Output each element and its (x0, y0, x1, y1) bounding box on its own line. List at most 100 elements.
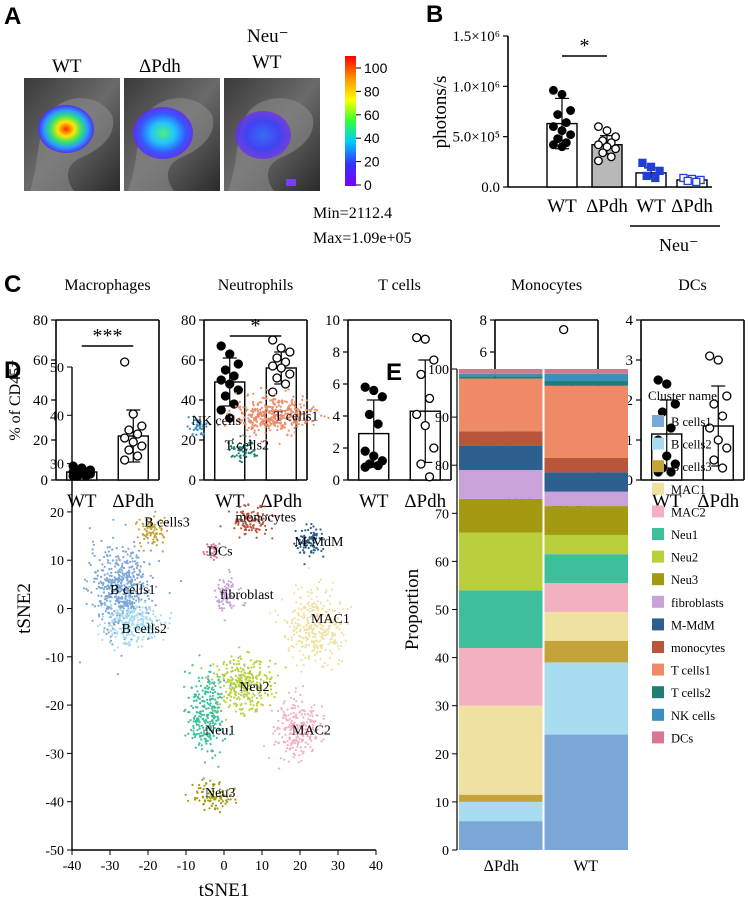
cluster-b-cells1 (78, 518, 183, 676)
cell-point (144, 601, 147, 604)
cell-point (192, 724, 195, 728)
cell-point (209, 664, 212, 667)
cell-point (284, 750, 287, 753)
cell-point (206, 550, 209, 554)
stack-segment-m-mdm (543, 472, 628, 492)
cell-point (142, 585, 145, 588)
cell-point (268, 659, 271, 662)
cell-point (111, 580, 114, 584)
cell-point (293, 628, 296, 632)
cell-point (120, 584, 123, 587)
cell-point (218, 578, 221, 582)
cell-point (225, 681, 228, 684)
y-tick-label: 10 (325, 313, 340, 329)
cluster-label: T cells2 (225, 438, 269, 453)
cell-point (127, 571, 130, 574)
cell-point (147, 591, 150, 594)
y-tick-label: 40 (435, 652, 449, 667)
cell-point (249, 442, 252, 445)
cell-point (275, 691, 278, 694)
y-tick-label: 40 (33, 393, 48, 409)
data-point (593, 122, 603, 132)
y-tick-label: 40 (181, 393, 196, 409)
cell-point (312, 635, 315, 638)
cell-point (247, 413, 250, 416)
cell-point (249, 447, 253, 450)
cell-point (329, 649, 332, 653)
cell-point (241, 519, 244, 522)
cluster-label: fibroblast (220, 588, 274, 603)
cell-point (255, 697, 258, 700)
cell-point (109, 629, 112, 632)
bar-separator (542, 369, 545, 850)
cell-point (218, 676, 221, 679)
cell-point (243, 696, 246, 699)
data-point (606, 152, 616, 162)
cell-point (304, 422, 307, 425)
cell-point (303, 417, 306, 420)
cell-point (286, 434, 289, 437)
cell-point (153, 623, 156, 627)
cell-point (278, 732, 281, 736)
cell-point (222, 699, 226, 702)
cell-point (121, 562, 124, 566)
cell-point (217, 424, 220, 427)
cell-point (292, 752, 295, 755)
cell-point (291, 722, 295, 726)
cell-point (331, 631, 334, 634)
cell-point (214, 715, 217, 719)
cell-point (218, 607, 221, 610)
cell-point (292, 698, 296, 701)
cell-point (293, 609, 296, 612)
cell-point (210, 546, 213, 550)
cell-point (243, 690, 246, 693)
cell-point (97, 594, 100, 597)
cell-point (218, 781, 221, 784)
cell-point (281, 409, 284, 412)
cell-point (300, 406, 303, 409)
cluster-nk-cells (186, 415, 211, 436)
cell-point (265, 439, 268, 442)
cell-point (199, 735, 202, 739)
data-point (233, 359, 243, 369)
cell-point (258, 663, 261, 666)
cell-point (339, 621, 342, 624)
cell-point (122, 608, 125, 612)
cell-point (115, 555, 118, 558)
cell-point (121, 545, 124, 549)
cell-point (243, 663, 246, 666)
cell-point (259, 524, 262, 527)
cell-point (124, 593, 127, 596)
cell-point (307, 567, 310, 570)
cell-point (123, 587, 126, 591)
data-point (670, 459, 680, 469)
cell-point (241, 419, 244, 422)
cell-point (128, 614, 131, 617)
cell-point (211, 691, 214, 695)
cell-point (286, 412, 290, 415)
cell-point (248, 529, 251, 532)
cell-point (130, 615, 133, 618)
cell-point (149, 549, 152, 552)
cell-point (302, 546, 305, 549)
cell-point (265, 528, 268, 532)
cell-point (297, 618, 300, 621)
cell-point (225, 663, 228, 666)
cell-point (159, 621, 162, 625)
cell-point (128, 603, 131, 606)
cell-point (141, 611, 144, 614)
cluster-t-cells2 (227, 434, 259, 464)
cell-point (261, 396, 264, 399)
y-tick-label: 30 (435, 700, 449, 715)
cell-point (196, 797, 199, 800)
cell-point (160, 527, 163, 530)
cell-point (292, 395, 295, 398)
cell-point (202, 550, 205, 554)
cell-point (212, 543, 215, 546)
cell-point (230, 655, 233, 658)
cell-point (303, 534, 306, 537)
cell-point (257, 520, 261, 523)
cell-point (129, 576, 132, 579)
